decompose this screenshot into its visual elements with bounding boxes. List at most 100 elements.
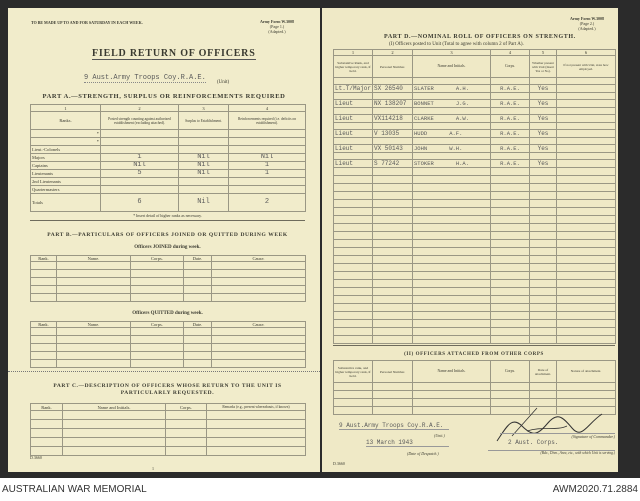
surplus-cell: Nil (178, 161, 229, 170)
part-b-heading: PART B.—PARTICULARS OF OFFICERS JOINED O… (47, 232, 288, 238)
right-page: Army Form W.3008 (Page 2.) (Adapted.) PA… (322, 8, 618, 472)
part-c-table: Rank. Name and Initials. Corps. Remarks (e.… (30, 403, 306, 456)
present-cell: Yes (529, 99, 557, 108)
signature-label: (Signature of Commander.) (500, 433, 615, 439)
joined-heading: Officers JOINED during week. (134, 245, 201, 250)
present-cell: Yes (529, 129, 557, 138)
reinforcements-cell: Nil (228, 153, 306, 162)
surname: HUDD (414, 130, 428, 137)
header-ranks: Ranks. (30, 111, 101, 130)
part-a-table: 1 2 3 4 Ranks. Posted strength counting … (30, 104, 306, 212)
surplus-cell: Nil (178, 153, 229, 162)
form-adapted: (Adapted.) (578, 26, 596, 31)
totals-reinforcements: 2 (228, 193, 306, 212)
surname: BONNET (414, 100, 434, 107)
officer-row: Lieut V 13035 HUDD A.F. R.A.E. Yes (333, 129, 616, 138)
totals-label: Totals (30, 193, 101, 212)
quitted-table: Rank. Name. Corps. Date. Cause. (30, 321, 306, 368)
posted-cell: 5 (100, 169, 179, 178)
part-a-footnote: * Insert detail of higher ranks as neces… (133, 213, 202, 218)
col-name: Name and Initials. (62, 403, 166, 411)
rank-cell: Lieut.-Colonels (30, 145, 101, 154)
name-cell: JOHN W.H. (412, 144, 491, 153)
divider (30, 220, 305, 221)
name-cell: HUDD A.F. (412, 129, 491, 138)
employed-cell (556, 84, 616, 93)
initials: W.H. (449, 145, 463, 152)
unit-label: (Unit) (217, 80, 230, 85)
form-number: Army Form W.3008 (569, 16, 605, 21)
col-number: 2 (100, 104, 179, 112)
reinforcements-cell: 1 (228, 161, 306, 170)
personal-number-cell: S 77242 (372, 159, 413, 168)
personal-number-cell: NX 138207 (372, 99, 413, 108)
footer-unit-label: (Unit.) (434, 433, 445, 438)
present-cell: Yes (529, 159, 557, 168)
surname: CLARKE (414, 115, 434, 122)
rank-cell: * (30, 137, 101, 146)
employed-cell (556, 144, 616, 153)
totals-surplus: Nil (178, 193, 229, 212)
table-row: Majors 1 Nil Nil (30, 153, 306, 162)
rank-cell: Lieut (333, 129, 373, 138)
col-number: 3 (178, 104, 229, 112)
form-page: (Page 1.) (269, 24, 285, 29)
surplus-cell: Nil (178, 169, 229, 178)
caption-source: AUSTRALIAN WAR MEMORIAL (2, 484, 147, 495)
corps-cell: R.A.E. (490, 84, 530, 93)
personal-number-cell: V 13035 (372, 129, 413, 138)
personal-number-cell: VX114218 (372, 114, 413, 123)
header-name: Name and Initials. (412, 55, 491, 78)
attached-table: Substantive rank, and higher temporary r… (333, 360, 616, 415)
col-number: 4 (228, 104, 306, 112)
part-c-heading: PART C.—DESCRIPTION OF OFFICERS WHOSE RE… (53, 383, 282, 396)
form-page: (Page 2.) (579, 21, 595, 26)
initials: J.G. (455, 100, 470, 107)
perforation-line (8, 371, 320, 372)
part-d-subheading: (I) Officers posted to Unit (Total to ag… (389, 42, 524, 47)
col-remarks: Remarks (e.g., present whereabouts, if k… (206, 403, 306, 411)
corps-cell: R.A.E. (490, 99, 530, 108)
header-nature: Nature of attachment. (556, 360, 616, 383)
surname: JOHN (414, 145, 428, 152)
employed-cell (556, 99, 616, 108)
name-cell: CLARKE A.W. (412, 114, 491, 123)
corps-cell: R.A.E. (490, 159, 530, 168)
rank-cell: Lieut (333, 114, 373, 123)
col-corps: Corps. (165, 403, 207, 411)
header-employed: If not present with Unit, state how empl… (556, 55, 616, 78)
quitted-heading: Officers QUITTED during week. (132, 311, 203, 316)
reinforcements-cell: 1 (228, 169, 306, 178)
present-cell: Yes (529, 84, 557, 93)
officer-row: Lieut VX 50143 JOHN W.H. R.A.E. Yes (333, 144, 616, 153)
rank-cell: * (30, 129, 101, 138)
officer-row: Lt.T/Major SX 26540 SLATER A.H. R.A.E. Ye… (333, 84, 616, 93)
rank-cell: Lieut (333, 144, 373, 153)
header-date: Date of attachment. (529, 360, 557, 383)
header-reinforcements: Reinforcements required (i.e. deficits o… (228, 111, 306, 130)
table-row: * (30, 129, 306, 138)
corps-cell: R.A.E. (490, 114, 530, 123)
header-rank: Substantive rank, and higher temporary r… (333, 360, 373, 383)
employed-cell (556, 129, 616, 138)
footer-unit-value: 9 Aust.Army Troops Coy.R.A.E. (339, 422, 449, 430)
corps-cell: R.A.E. (490, 129, 530, 138)
rank-cell: 2nd Lieutenants (30, 177, 101, 186)
totals-row: Totals 6 Nil 2 (30, 193, 306, 212)
present-cell: Yes (529, 114, 557, 123)
header-surplus: Surplus to Establishment. (178, 111, 229, 130)
part-a-heading: PART A.—STRENGTH, SURPLUS OR REINFORCEME… (42, 93, 286, 100)
form-adapted: (Adapted.) (268, 29, 286, 34)
initials: H.A. (455, 160, 470, 167)
corps-cell: R.A.E. (490, 144, 530, 153)
joined-table: Rank. Name. Corps. Date. Cause. (30, 255, 306, 302)
formation-value: 2 Aust. Corps. (508, 439, 559, 446)
caption-bar: AUSTRALIAN WAR MEMORIAL AWM2020.71.2884 (0, 478, 640, 501)
initials: A.H. (455, 85, 470, 92)
header-present: Whether present with Unit (Insert Yes or… (529, 55, 557, 78)
name-cell: STOKER H.A. (412, 159, 491, 168)
present-cell: Yes (529, 144, 557, 153)
instruction-text: TO BE MADE UP TO AND FOR SATURDAY IN EAC… (31, 20, 143, 25)
table-row: Lieutenants 5 Nil 1 (30, 169, 306, 178)
